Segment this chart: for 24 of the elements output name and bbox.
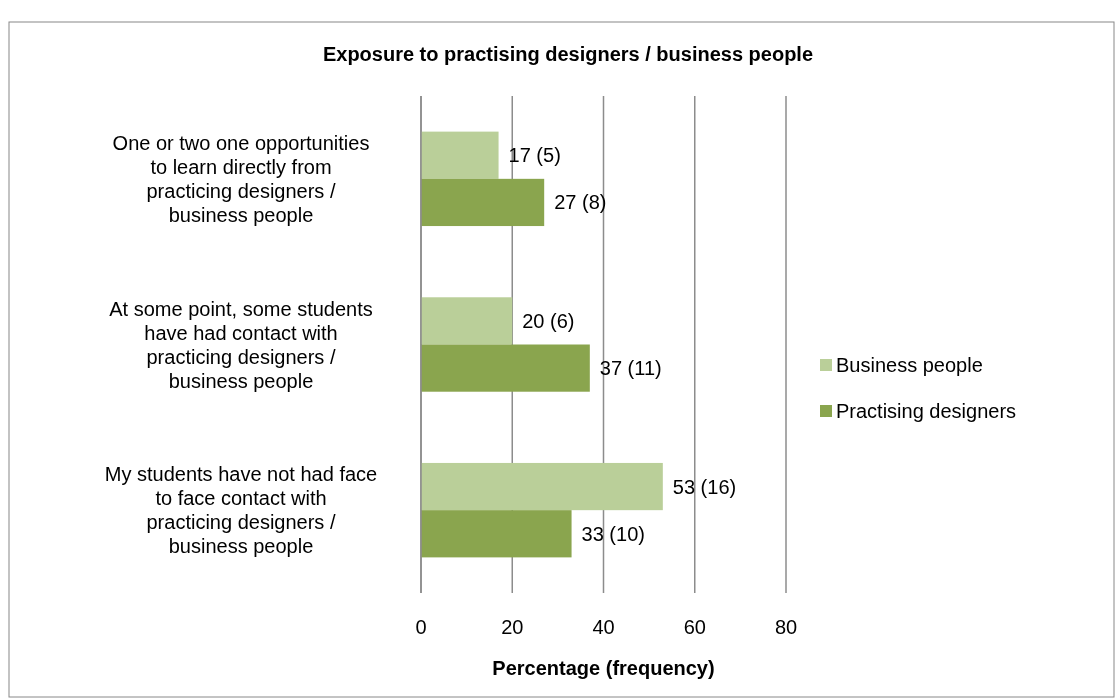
- data-label: 27 (8): [554, 191, 607, 214]
- x-tick-label: 80: [774, 616, 798, 638]
- x-tick-label: 0: [415, 616, 427, 638]
- data-label: 17 (5): [508, 144, 561, 167]
- x-axis-title: Percentage (frequency): [492, 657, 715, 679]
- x-tick-label: 60: [683, 616, 706, 638]
- bar: [421, 344, 590, 392]
- x-tick-label: 20: [501, 616, 524, 638]
- data-label: 37 (11): [599, 357, 662, 380]
- bar: [421, 297, 513, 345]
- legend-label: Practising designers: [836, 400, 1017, 422]
- chart-title: Exposure to practising designers / business people: [322, 43, 814, 65]
- y-tick-label: At some point, some students have had contact with practicing designers / business people: [109, 297, 373, 392]
- legend-label: Business people: [836, 354, 983, 376]
- bar: [421, 510, 572, 558]
- data-label: 20 (6): [522, 309, 575, 332]
- data-label: 33 (10): [581, 522, 645, 545]
- bar: [421, 131, 499, 179]
- y-tick-label: One or two one opportunities to learn directly from practicing designers / business people: [112, 131, 370, 226]
- x-tick-label: 40: [592, 616, 615, 638]
- bar: [421, 462, 663, 511]
- data-label: 53 (16): [672, 475, 737, 498]
- bar: [421, 178, 545, 227]
- y-tick-label: My students have not had face to face contact with practicing designers / business people: [104, 463, 378, 558]
